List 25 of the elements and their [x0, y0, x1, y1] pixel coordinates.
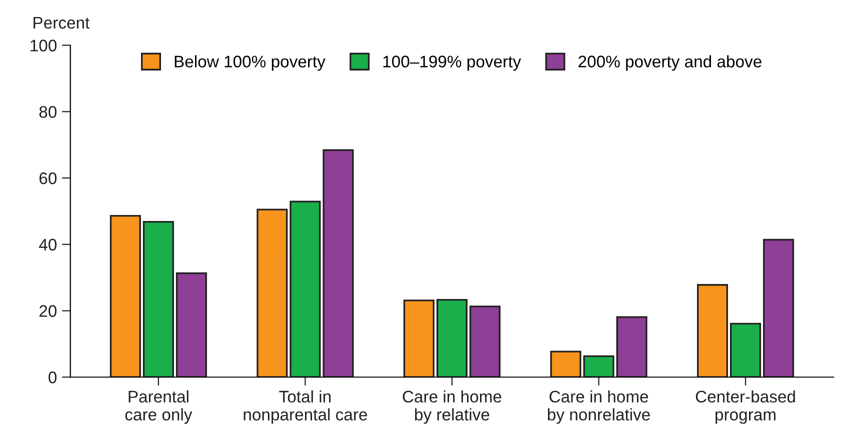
bar: [322, 149, 354, 378]
x-tick-label: Center-based program: [696, 390, 795, 424]
bar: [469, 306, 501, 378]
legend-label: 100–199% poverty: [383, 56, 522, 71]
y-tick-label: 20: [39, 305, 57, 317]
bar: [550, 350, 582, 378]
x-tick-label: Total in nonparental care: [244, 390, 368, 424]
y-axis-title: Percent: [34, 17, 90, 29]
bar: [696, 284, 728, 378]
x-tick-label: Care in home by nonrelative: [548, 390, 650, 424]
bar: [763, 238, 794, 378]
bar: [176, 272, 207, 378]
y-tick-label: 100: [30, 40, 57, 52]
y-tick-label: 60: [40, 172, 57, 184]
bar: [256, 208, 288, 378]
x-tick-label: Parental care only: [125, 390, 192, 424]
y-tick-label: 80: [39, 106, 57, 118]
bar: [403, 300, 434, 378]
y-tick-label: 40: [39, 238, 57, 251]
legend-label: Below 100% poverty: [174, 55, 326, 71]
y-tick-label: 0: [48, 372, 57, 384]
legend-label: 200% poverty and above: [578, 55, 762, 71]
bar: [616, 316, 648, 378]
x-tick-label: Care in home by relative: [402, 390, 502, 424]
bar: [110, 215, 141, 378]
